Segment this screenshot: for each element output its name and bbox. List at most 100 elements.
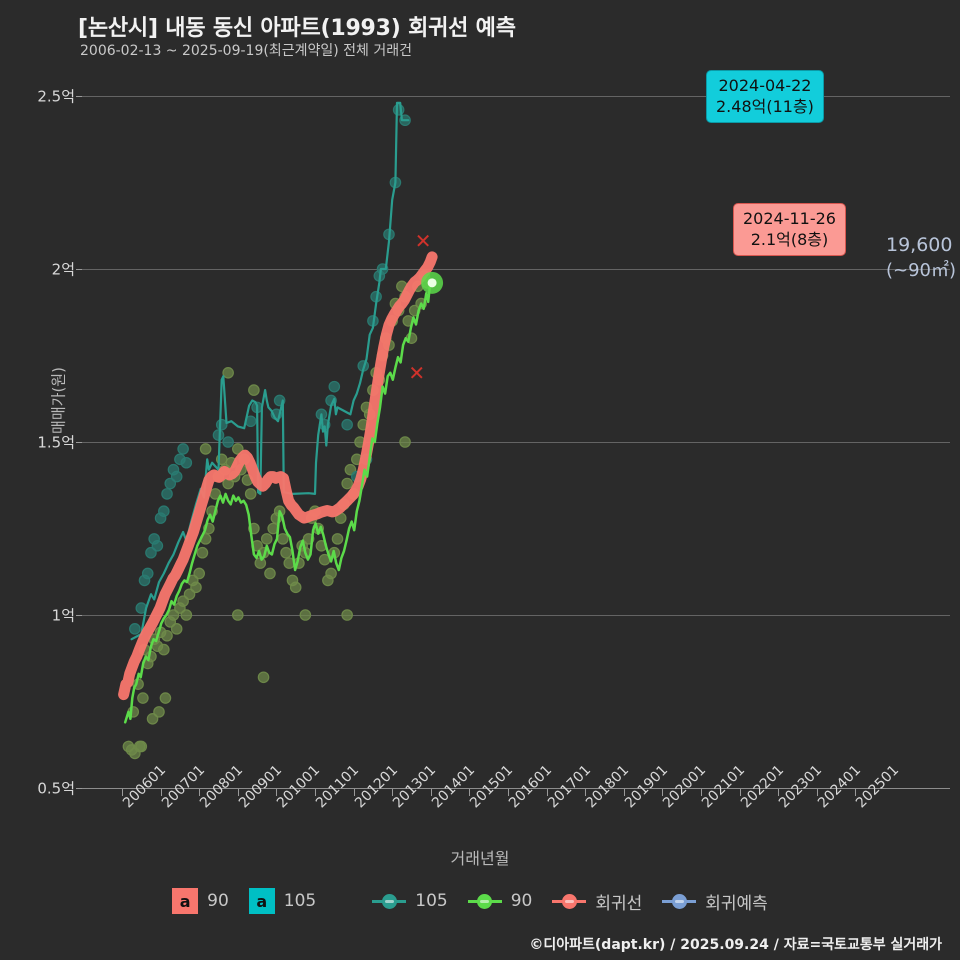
legend-marker-icon <box>552 893 587 909</box>
scatter-point <box>158 643 170 656</box>
x-axis-label: 거래년월 <box>450 849 510 868</box>
x-tick-mark <box>122 789 123 796</box>
annotation-high: 2024-04-22 2.48억(11층) <box>706 70 824 123</box>
line-series-90 <box>123 281 434 724</box>
scatter-point <box>232 609 244 621</box>
y-tick-mark <box>76 615 82 616</box>
legend-series-회귀예측[interactable]: 회귀예측 <box>662 889 772 914</box>
y-axis-tick: 0.5억 <box>37 779 75 798</box>
scatter-point <box>190 581 202 594</box>
page-title: [논산시] 내동 동신 아파트(1993) 회귀선 예측 <box>78 16 516 41</box>
legend-marker-icon <box>662 893 697 909</box>
gridline <box>82 96 950 97</box>
endpoint-area-label: (~90㎡) <box>886 260 957 281</box>
chart-legend: a 90 a 105 105 90 회귀선 회귀예측 <box>0 888 960 914</box>
scatter-point <box>158 505 170 517</box>
scatter-point <box>151 539 164 552</box>
scatter-point <box>170 470 183 483</box>
legend-series-label: 회귀선 <box>595 893 643 914</box>
y-tick-mark <box>76 788 82 789</box>
outlier-x-icon: ✕ <box>414 229 432 254</box>
legend-series-90[interactable]: 90 <box>467 891 537 911</box>
page-subtitle: 2006-02-13 ~ 2025-09-19(최근계약일) 전체 거래건 <box>80 43 412 59</box>
x-tick-mark <box>469 789 471 796</box>
scatter-point <box>328 380 341 393</box>
line-series-회귀선 <box>118 251 438 701</box>
x-tick-mark <box>701 789 702 796</box>
y-tick-mark <box>76 96 82 97</box>
legend-series-label: 회귀예측 <box>705 893 768 914</box>
legend-swatch-label: 105 <box>283 891 317 911</box>
scatter-point <box>244 488 257 500</box>
last-point-marker <box>427 278 437 288</box>
scatter-point <box>280 546 292 559</box>
scatter-point <box>135 740 148 753</box>
x-tick-mark <box>315 789 316 796</box>
x-tick-mark <box>430 789 432 796</box>
x-tick-mark <box>623 789 625 796</box>
chart-canvas <box>118 101 444 760</box>
x-tick-mark <box>199 789 201 796</box>
outlier-x-icon: ✕ <box>408 360 426 385</box>
gridline <box>82 615 950 616</box>
scatter-point <box>331 533 344 545</box>
scatter-point <box>180 456 193 469</box>
line-series-105 <box>130 101 410 641</box>
annotation-high-date: 2024-04-22 <box>718 76 812 95</box>
scatter-point <box>193 567 205 580</box>
scatter-point <box>170 623 183 635</box>
x-tick-mark <box>662 789 664 796</box>
scatter-point <box>129 623 141 635</box>
legend-series-회귀선[interactable]: 회귀선 <box>552 889 646 914</box>
legend-swatch-label: 90 <box>207 891 229 911</box>
footer-credit: ©디아파트(dapt.kr) / 2025.09.24 / 자료=국토교통부 실… <box>529 937 942 953</box>
legend-swatch-glyph: a <box>172 888 199 914</box>
scatter-point <box>257 671 270 684</box>
x-tick-mark <box>392 789 394 796</box>
scatter-point <box>399 436 411 448</box>
scatter-point <box>341 418 353 431</box>
scatter-point <box>264 567 276 580</box>
legend-marker-icon <box>467 893 502 909</box>
x-tick-mark <box>778 789 780 796</box>
y-tick-mark <box>76 269 82 270</box>
legend-swatch-90[interactable]: a 90 <box>172 888 233 914</box>
legend-series-label: 90 <box>510 891 533 911</box>
scatter-point <box>260 533 273 545</box>
endpoint-value-label: 19,600 <box>886 234 953 256</box>
x-tick-mark <box>237 789 239 796</box>
scatter-point <box>299 609 312 621</box>
legend-series-label: 105 <box>415 891 448 911</box>
scatter-point <box>161 629 173 642</box>
scatter-point <box>325 567 337 580</box>
scatter-point <box>199 443 212 455</box>
scatter-point <box>161 488 173 500</box>
x-tick-mark <box>816 789 818 796</box>
scatter-point <box>153 706 165 718</box>
legend-series-105[interactable]: 105 <box>372 891 451 911</box>
scatter-point <box>212 429 225 441</box>
gridline <box>82 442 950 443</box>
plot-area: 0.5억 1억 1.5억 2억 2.5억 ✕ ✕ <box>37 80 950 798</box>
x-tick-mark <box>353 789 355 796</box>
legend-marker-icon <box>372 893 407 909</box>
x-tick-mark <box>585 789 587 796</box>
scatter-point <box>159 692 172 704</box>
x-tick-mark <box>160 789 162 796</box>
x-axis-line <box>82 788 950 789</box>
y-tick-mark <box>76 442 82 443</box>
y-axis-tick: 2억 <box>51 260 75 279</box>
x-tick-mark <box>739 789 741 796</box>
scatter-point <box>222 366 234 379</box>
annotation-recent-date: 2024-11-26 <box>743 209 836 228</box>
scatter-point <box>289 581 302 594</box>
scatter-point <box>341 477 353 490</box>
legend-swatch-105[interactable]: a 105 <box>248 888 320 914</box>
scatter-point <box>222 436 234 448</box>
x-tick-mark <box>546 789 548 796</box>
y-axis-tick: 1억 <box>51 606 75 625</box>
scatter-point <box>180 609 193 621</box>
y-axis-tick: 2.5억 <box>37 87 75 106</box>
scatter-point <box>177 443 189 455</box>
scatter-series-105 <box>129 104 411 635</box>
